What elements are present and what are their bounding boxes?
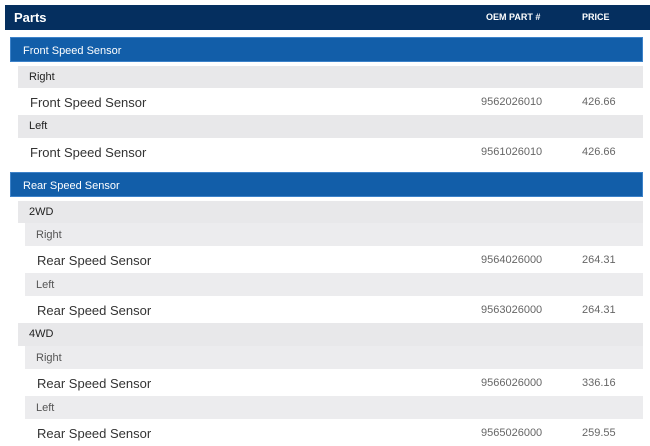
position-header: Left <box>18 115 643 138</box>
part-row[interactable]: Front Speed Sensor 9561026010 426.66 <box>18 138 643 165</box>
position-header: Right <box>25 346 643 369</box>
part-row[interactable]: Rear Speed Sensor 9566026000 336.16 <box>25 369 643 396</box>
price: 264.31 <box>582 254 616 266</box>
part-name[interactable]: Front Speed Sensor <box>30 145 147 160</box>
position-header: Left <box>25 273 643 296</box>
position-header: Right <box>25 223 643 246</box>
group-front-speed-sensor[interactable]: Front Speed Sensor <box>10 37 643 62</box>
price: 264.31 <box>582 304 616 316</box>
part-row[interactable]: Rear Speed Sensor 9563026000 264.31 <box>25 296 643 323</box>
position-header: Left <box>25 396 643 419</box>
group-rear-speed-sensor[interactable]: Rear Speed Sensor <box>10 172 643 197</box>
subgroup-4wd: 4WD <box>18 323 643 346</box>
oem-number: 9563026000 <box>481 304 543 316</box>
part-row[interactable]: Front Speed Sensor 9562026010 426.66 <box>18 88 643 115</box>
part-name[interactable]: Rear Speed Sensor <box>37 426 152 441</box>
price: 259.55 <box>582 427 616 439</box>
oem-number: 9564026000 <box>481 254 543 266</box>
part-name[interactable]: Rear Speed Sensor <box>37 303 152 318</box>
part-name[interactable]: Rear Speed Sensor <box>37 253 152 268</box>
parts-table-header: Parts OEM PART # PRICE <box>5 5 650 30</box>
part-row[interactable]: Rear Speed Sensor 9564026000 264.31 <box>25 246 643 273</box>
price: 426.66 <box>582 96 616 108</box>
part-name[interactable]: Rear Speed Sensor <box>37 376 152 391</box>
header-title: Parts <box>14 10 47 25</box>
part-name[interactable]: Front Speed Sensor <box>30 95 147 110</box>
oem-number: 9566026000 <box>481 377 543 389</box>
subgroup-2wd: 2WD <box>18 201 643 223</box>
price-column-header: PRICE <box>582 12 610 22</box>
part-row[interactable]: Rear Speed Sensor 9565026000 259.55 <box>25 419 643 446</box>
position-header: Right <box>18 66 643 88</box>
price: 336.16 <box>582 377 616 389</box>
oem-column-header: OEM PART # <box>486 12 541 22</box>
price: 426.66 <box>582 146 616 158</box>
oem-number: 9562026010 <box>481 96 543 108</box>
oem-number: 9561026010 <box>481 146 543 158</box>
oem-number: 9565026000 <box>481 427 543 439</box>
